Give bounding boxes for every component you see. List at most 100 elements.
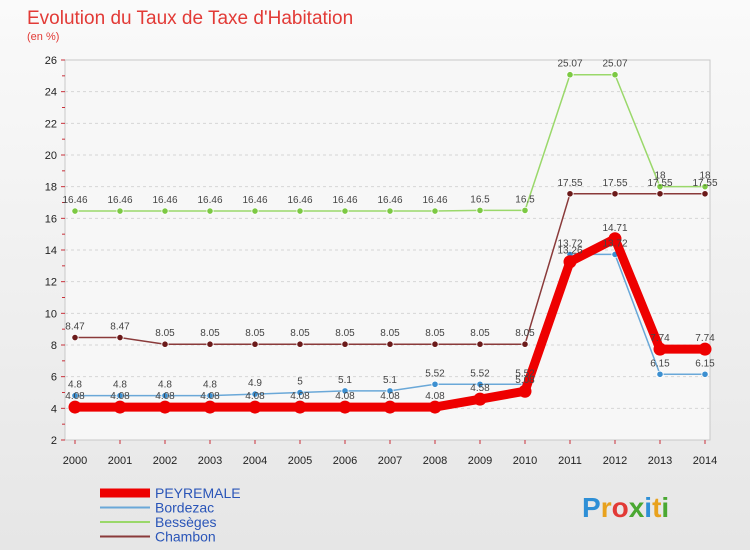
data-label-chambon: 8.05 bbox=[290, 328, 310, 339]
data-label-peyremale: 4.58 bbox=[470, 383, 490, 394]
data-label-chambon: 8.47 bbox=[110, 322, 130, 333]
x-tick-label: 2006 bbox=[333, 455, 357, 467]
proxiti-logo: Proxiti bbox=[582, 492, 669, 523]
y-tick-label: 10 bbox=[45, 308, 57, 320]
data-labels-layer: 16.46 16.46 16.46 16.46 16.46 16.46 16.46 16.46… bbox=[62, 59, 717, 402]
data-point-chambon bbox=[521, 340, 529, 348]
y-tick-label: 24 bbox=[45, 87, 57, 99]
data-label-bordezac: 13.72 bbox=[557, 238, 582, 249]
data-point-bordezac bbox=[116, 392, 124, 400]
data-point-chambon bbox=[296, 340, 304, 348]
data-point-bess-ges bbox=[161, 207, 169, 215]
data-label-peyremale: 4.08 bbox=[290, 391, 310, 402]
data-label-bess-ges: 16.5 bbox=[515, 194, 535, 205]
data-point-bordezac bbox=[206, 392, 214, 400]
data-label-bordezac: 5.52 bbox=[425, 368, 445, 379]
data-label-peyremale: 7.74 bbox=[650, 333, 670, 344]
data-label-chambon: 8.05 bbox=[245, 328, 265, 339]
data-point-chambon bbox=[611, 190, 619, 198]
data-point-peyremale bbox=[608, 232, 622, 246]
chart-subtitle: (en %) bbox=[27, 31, 59, 43]
data-label-peyremale: 4.08 bbox=[335, 391, 355, 402]
data-label-bess-ges: 18 bbox=[654, 171, 666, 182]
x-tick-label: 2008 bbox=[423, 455, 447, 467]
data-point-chambon bbox=[566, 190, 574, 198]
data-point-bordezac bbox=[701, 370, 709, 378]
data-point-bess-ges bbox=[296, 207, 304, 215]
data-point-peyremale bbox=[203, 400, 217, 414]
data-label-bordezac: 4.8 bbox=[113, 380, 127, 391]
data-label-bordezac: 4.8 bbox=[68, 380, 82, 391]
y-tick-label: 12 bbox=[45, 277, 57, 289]
data-label-bess-ges: 16.46 bbox=[197, 195, 222, 206]
data-point-bess-ges bbox=[116, 207, 124, 215]
data-point-chambon bbox=[476, 340, 484, 348]
data-point-chambon bbox=[701, 190, 709, 198]
data-point-bess-ges bbox=[341, 207, 349, 215]
data-label-bess-ges: 16.5 bbox=[470, 194, 490, 205]
x-tick-label: 2012 bbox=[603, 455, 627, 467]
x-tick-label: 2000 bbox=[63, 455, 87, 467]
data-point-bess-ges bbox=[431, 207, 439, 215]
data-label-bess-ges: 16.46 bbox=[242, 195, 267, 206]
logo-letter: Proxiti bbox=[582, 492, 669, 523]
data-label-bess-ges: 25.07 bbox=[602, 59, 627, 70]
data-label-chambon: 17.55 bbox=[692, 178, 717, 189]
data-label-peyremale: 4.08 bbox=[155, 391, 175, 402]
data-point-peyremale bbox=[518, 384, 532, 398]
data-label-bess-ges: 16.46 bbox=[287, 195, 312, 206]
data-label-bordezac: 5.52 bbox=[515, 368, 535, 379]
data-point-peyremale bbox=[653, 342, 667, 356]
data-point-bess-ges bbox=[656, 183, 664, 191]
data-point-peyremale bbox=[563, 255, 577, 269]
x-tick-label: 2009 bbox=[468, 455, 492, 467]
data-point-bordezac bbox=[251, 390, 259, 398]
legend-label: Chambon bbox=[155, 529, 216, 545]
data-label-bordezac: 13.72 bbox=[602, 238, 627, 249]
data-point-bess-ges bbox=[566, 71, 574, 79]
legend-label: Bordezac bbox=[155, 500, 214, 516]
y-tick-label: 26 bbox=[45, 55, 57, 67]
data-label-peyremale: 14.71 bbox=[602, 223, 627, 234]
data-label-chambon: 17.55 bbox=[557, 178, 582, 189]
data-label-bess-ges: 25.07 bbox=[557, 59, 582, 70]
data-label-chambon: 8.05 bbox=[380, 328, 400, 339]
data-label-chambon: 8.05 bbox=[155, 328, 175, 339]
data-point-peyremale bbox=[428, 400, 442, 414]
data-label-bordezac: 5.1 bbox=[338, 375, 352, 386]
data-point-bess-ges bbox=[521, 206, 529, 215]
data-point-chambon bbox=[431, 340, 439, 348]
legend-label: Bessèges bbox=[155, 514, 216, 530]
data-label-bess-ges: 16.46 bbox=[377, 195, 402, 206]
data-point-chambon bbox=[386, 340, 394, 348]
data-point-peyremale bbox=[473, 392, 487, 406]
data-label-peyremale: 4.08 bbox=[65, 391, 85, 402]
data-point-peyremale bbox=[158, 400, 172, 414]
data-label-peyremale: 4.08 bbox=[200, 391, 220, 402]
y-tick-label: 4 bbox=[51, 403, 57, 415]
data-point-chambon bbox=[71, 333, 79, 342]
data-label-peyremale: 4.08 bbox=[110, 391, 130, 402]
data-label-chambon: 8.05 bbox=[470, 328, 490, 339]
data-point-chambon bbox=[206, 340, 214, 348]
data-label-bess-ges: 16.46 bbox=[422, 195, 447, 206]
data-point-bordezac bbox=[161, 392, 169, 400]
data-label-bess-ges: 16.46 bbox=[107, 195, 132, 206]
y-tick-label: 16 bbox=[45, 213, 57, 225]
y-tick-label: 8 bbox=[51, 340, 57, 352]
data-point-chambon bbox=[341, 340, 349, 348]
legend-label: PEYREMALE bbox=[155, 485, 241, 501]
data-point-peyremale bbox=[248, 400, 262, 414]
data-point-bordezac bbox=[476, 380, 484, 388]
data-label-chambon: 8.05 bbox=[335, 328, 355, 339]
y-tick-label: 2 bbox=[51, 435, 57, 447]
x-tick-label: 2007 bbox=[378, 455, 402, 467]
x-tick-label: 2014 bbox=[693, 455, 717, 467]
data-label-chambon: 8.47 bbox=[65, 322, 85, 333]
data-point-bess-ges bbox=[206, 207, 214, 215]
y-tick-label: 6 bbox=[51, 372, 57, 384]
x-axis-ticks: 2000 2001 2002 2003 2004 2005 2006 2007 2008 2009… bbox=[63, 440, 717, 467]
data-point-chambon bbox=[161, 340, 169, 348]
